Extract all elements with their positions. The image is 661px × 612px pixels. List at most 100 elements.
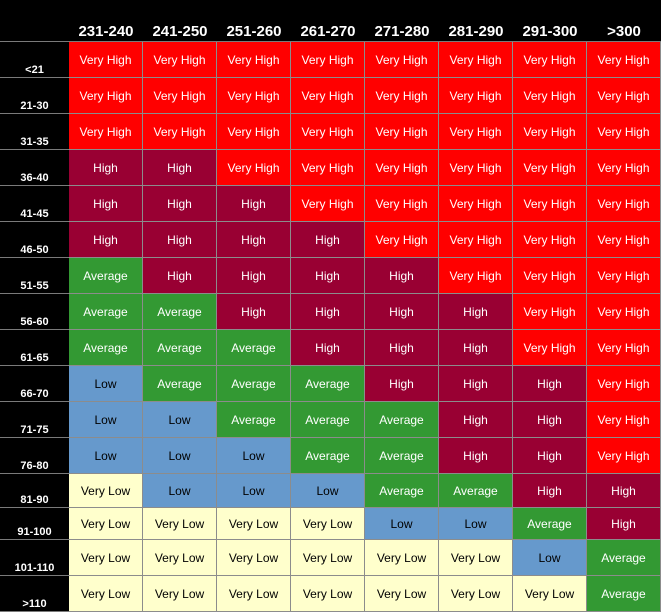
table-cell-very-high: Very High [587,186,661,222]
column-header: 231-240 [69,0,143,42]
table-cell-average: Average [217,402,291,438]
column-header: >300 [587,0,661,42]
table-cell-very-high: Very High [217,150,291,186]
table-cell-high: High [291,222,365,258]
table-cell-average: Average [143,330,217,366]
table-cell-very-low: Very Low [69,576,143,612]
table-cell-low: Low [217,438,291,474]
table-cell-average: Average [69,294,143,330]
table-cell-very-high: Very High [439,150,513,186]
table-cell-average: Average [291,366,365,402]
table-cell-very-high: Very High [513,78,587,114]
table-cell-very-low: Very Low [217,576,291,612]
table-cell-very-high: Very High [365,222,439,258]
table-cell-very-low: Very Low [365,540,439,576]
table-cell-low: Low [69,402,143,438]
row-header: 71-75 [0,402,69,438]
table-cell-high: High [69,222,143,258]
column-header: 271-280 [365,0,439,42]
table-cell-low: Low [143,402,217,438]
table-cell-high: High [143,150,217,186]
table-cell-very-low: Very Low [217,508,291,540]
table-cell-very-high: Very High [587,330,661,366]
table-cell-very-high: Very High [513,222,587,258]
table-cell-low: Low [365,508,439,540]
table-cell-low: Low [69,366,143,402]
table-cell-very-high: Very High [291,114,365,150]
table-cell-average: Average [365,438,439,474]
table-cell-very-high: Very High [513,258,587,294]
column-header: 291-300 [513,0,587,42]
table-cell-very-high: Very High [291,186,365,222]
table-cell-very-low: Very Low [69,474,143,508]
table-cell-high: High [587,508,661,540]
table-cell-very-high: Very High [439,78,513,114]
table-cell-very-low: Very Low [291,576,365,612]
table-cell-average: Average [143,366,217,402]
table-cell-low: Low [143,438,217,474]
row-header: 91-100 [0,508,69,540]
column-header: 241-250 [143,0,217,42]
table-cell-high: High [291,330,365,366]
table-cell-average: Average [143,294,217,330]
row-header: <21 [0,42,69,78]
row-header: 31-35 [0,114,69,150]
table-cell-very-high: Very High [439,42,513,78]
table-cell-very-high: Very High [513,42,587,78]
column-header: 281-290 [439,0,513,42]
row-header: 36-40 [0,150,69,186]
table-cell-high: High [439,438,513,474]
row-header: 51-55 [0,258,69,294]
table-cell-very-low: Very Low [217,540,291,576]
table-cell-very-low: Very Low [365,576,439,612]
table-cell-very-high: Very High [365,114,439,150]
table-cell-very-high: Very High [365,78,439,114]
row-header: 61-65 [0,330,69,366]
table-cell-average: Average [217,366,291,402]
table-cell-very-high: Very High [587,222,661,258]
table-cell-average: Average [439,474,513,508]
table-cell-very-high: Very High [513,294,587,330]
table-cell-very-high: Very High [513,150,587,186]
table-cell-high: High [217,186,291,222]
row-header: 76-80 [0,438,69,474]
table-cell-high: High [217,294,291,330]
table-cell-very-high: Very High [587,366,661,402]
table-cell-average: Average [69,258,143,294]
table-cell-very-high: Very High [587,42,661,78]
table-cell-very-high: Very High [587,78,661,114]
table-cell-very-high: Very High [69,78,143,114]
table-cell-high: High [143,186,217,222]
table-cell-very-high: Very High [143,78,217,114]
table-cell-average: Average [291,402,365,438]
table-cell-high: High [513,474,587,508]
table-cell-average: Average [365,402,439,438]
row-header: 46-50 [0,222,69,258]
table-cell-average: Average [513,508,587,540]
table-cell-very-low: Very Low [143,508,217,540]
table-cell-high: High [513,438,587,474]
table-cell-high: High [143,222,217,258]
table-cell-very-high: Very High [217,114,291,150]
table-cell-high: High [365,366,439,402]
table-cell-high: High [217,222,291,258]
table-cell-high: High [439,294,513,330]
row-header: 66-70 [0,366,69,402]
table-cell-high: High [217,258,291,294]
table-cell-very-high: Very High [587,294,661,330]
table-cell-high: High [69,186,143,222]
row-header: >110 [0,576,69,612]
table-cell-average: Average [365,474,439,508]
table-cell-very-high: Very High [143,42,217,78]
table-cell-average: Average [587,540,661,576]
table-cell-high: High [365,294,439,330]
table-cell-very-low: Very Low [291,540,365,576]
table-cell-very-high: Very High [587,114,661,150]
table-cell-high: High [587,474,661,508]
table-cell-high: High [365,258,439,294]
row-header: 101-110 [0,540,69,576]
table-cell-low: Low [143,474,217,508]
table-cell-very-high: Very High [291,78,365,114]
table-cell-very-high: Very High [69,42,143,78]
